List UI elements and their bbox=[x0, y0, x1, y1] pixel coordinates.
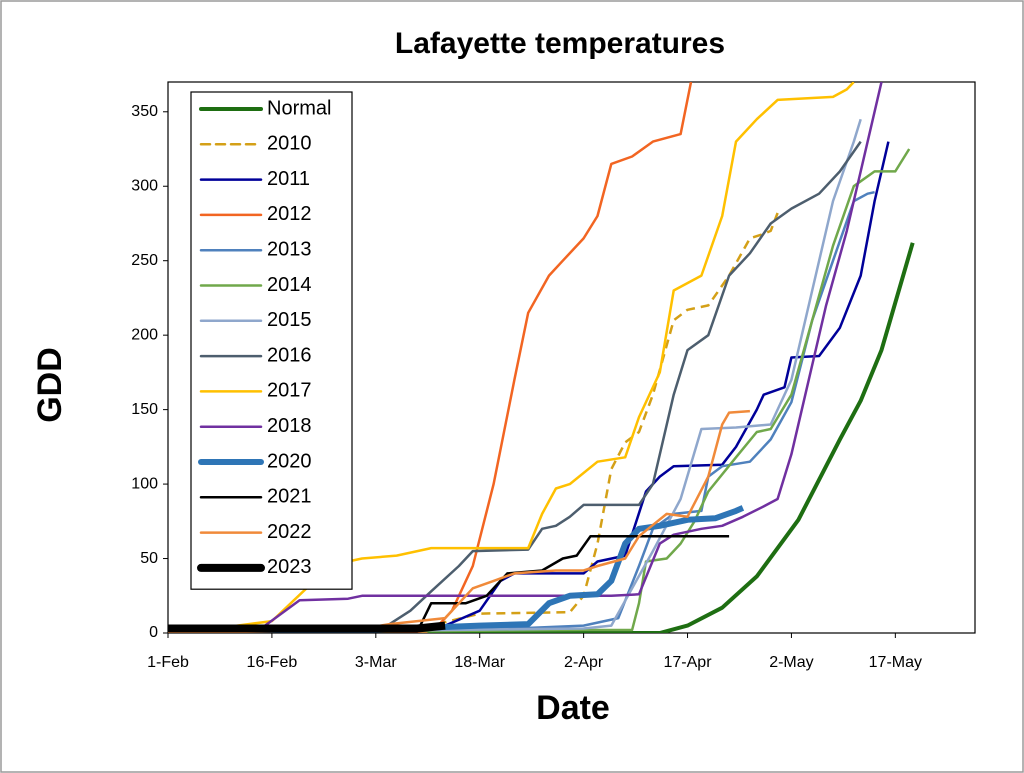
legend-label: 2011 bbox=[267, 168, 310, 190]
x-tick-label: 3-Mar bbox=[355, 654, 397, 671]
series-line bbox=[168, 505, 745, 633]
series-line bbox=[168, 409, 750, 633]
legend-label: 2014 bbox=[267, 274, 312, 296]
x-tick-label: 16-Feb bbox=[247, 654, 298, 671]
x-tick-label: 17-May bbox=[869, 654, 922, 671]
x-tick-label: 1-Feb bbox=[147, 654, 189, 671]
legend-label: 2015 bbox=[267, 309, 312, 331]
legend-label: 2010 bbox=[267, 133, 312, 155]
legend-label: 2017 bbox=[267, 380, 312, 402]
series-group bbox=[168, 82, 915, 633]
series-line bbox=[168, 212, 779, 633]
y-tick-label: 350 bbox=[131, 103, 158, 120]
y-axis-title: GDD bbox=[31, 347, 69, 423]
x-tick-label: 17-Apr bbox=[664, 654, 713, 671]
x-axis-title: Date bbox=[536, 689, 610, 727]
series-line bbox=[168, 190, 875, 633]
y-tick-label: 50 bbox=[140, 550, 158, 567]
series-line bbox=[168, 242, 915, 633]
y-tick-label: 300 bbox=[131, 177, 158, 194]
legend-label: 2022 bbox=[267, 521, 312, 543]
y-tick-label: 0 bbox=[149, 624, 158, 641]
legend-label: Normal bbox=[267, 97, 331, 119]
y-tick-label: 100 bbox=[131, 475, 158, 492]
legend-label: 2012 bbox=[267, 203, 312, 225]
x-tick-label: 2-May bbox=[769, 654, 813, 671]
y-tick-label: 150 bbox=[131, 401, 158, 418]
legend-label: 2021 bbox=[267, 486, 312, 508]
legend-box bbox=[190, 91, 353, 590]
series-line bbox=[168, 621, 446, 633]
legend-label: 2020 bbox=[267, 450, 312, 472]
legend-label: 2013 bbox=[267, 238, 312, 260]
legend-label: 2023 bbox=[267, 556, 312, 578]
x-tick-label: 18-Mar bbox=[454, 654, 505, 671]
y-tick-label: 250 bbox=[131, 252, 158, 269]
y-tick-label: 200 bbox=[131, 326, 158, 343]
legend-label: 2018 bbox=[267, 415, 312, 437]
series-line bbox=[168, 118, 862, 633]
series-line bbox=[168, 82, 883, 633]
series-line bbox=[168, 140, 862, 633]
series-line bbox=[168, 148, 911, 633]
legend-label: 2016 bbox=[267, 344, 312, 366]
x-tick-label: 2-Apr bbox=[564, 654, 604, 671]
chart-title: Lafayette temperatures bbox=[395, 27, 725, 60]
